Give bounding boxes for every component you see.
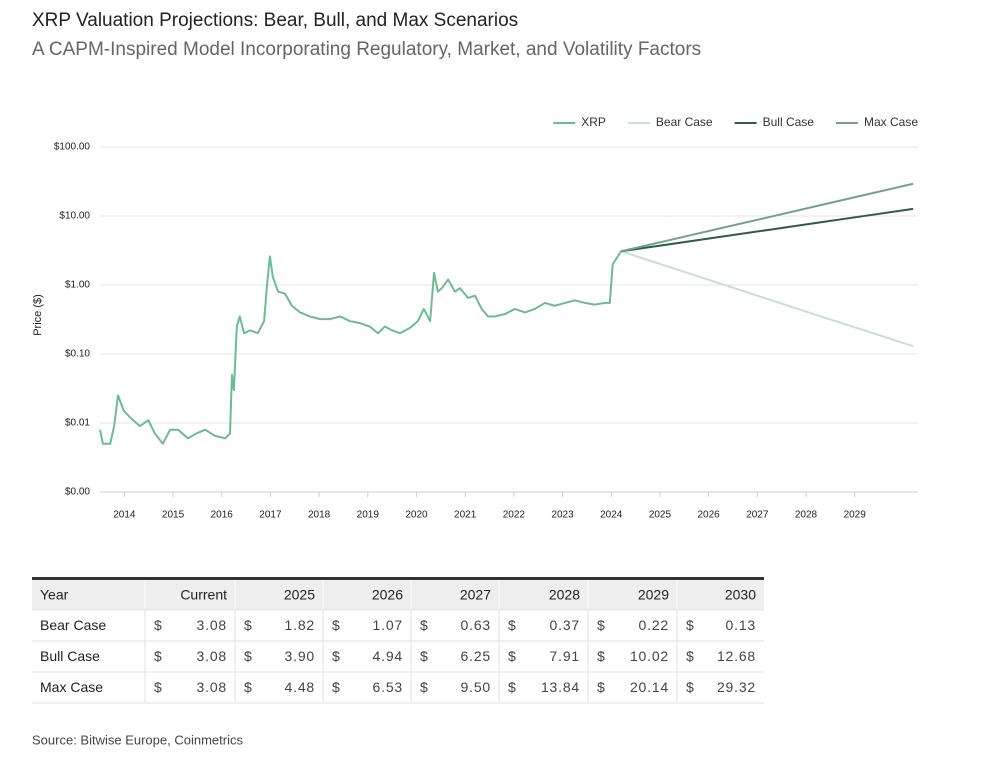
table-cell: 0.22 (639, 617, 669, 633)
x-tick-label: 2017 (259, 510, 282, 521)
table-currency: $ (686, 648, 694, 664)
series-line (99, 250, 622, 445)
y-tick-label: $1.00 (65, 280, 90, 291)
table-currency: $ (244, 648, 252, 664)
x-tick-label: 2014 (113, 510, 136, 521)
table-currency: $ (597, 679, 605, 695)
y-tick-label: $10.00 (59, 211, 90, 222)
table-cell: 6.25 (461, 648, 491, 664)
table-header: 2025 (284, 587, 315, 603)
table-row-label: Bear Case (40, 617, 106, 633)
table-cell: 1.07 (373, 617, 403, 633)
table-currency: $ (597, 648, 605, 664)
table-row-label: Max Case (40, 679, 103, 695)
table-header: 2029 (638, 587, 669, 603)
y-tick-label: $0.00 (65, 487, 90, 498)
table-currency: $ (332, 648, 340, 664)
table-cell: 4.48 (285, 679, 315, 695)
table-cell: 12.68 (717, 648, 756, 664)
legend-label: XRP (581, 115, 606, 129)
table-cell: 0.37 (550, 617, 580, 633)
x-tick-label: 2020 (405, 510, 428, 521)
table-currency: $ (508, 617, 516, 633)
table-currency: $ (154, 679, 162, 695)
x-tick-label: 2019 (357, 510, 380, 521)
table-currency: $ (420, 648, 428, 664)
table-currency: $ (332, 617, 340, 633)
table-currency: $ (686, 679, 694, 695)
x-tick-label: 2026 (698, 510, 721, 521)
table-currency: $ (244, 617, 252, 633)
table-currency: $ (597, 617, 605, 633)
x-tick-label: 2027 (746, 510, 769, 521)
y-tick-label: $0.01 (65, 418, 90, 429)
table-currency: $ (508, 679, 516, 695)
table-cell: 29.32 (717, 679, 756, 695)
x-tick-label: 2021 (454, 510, 477, 521)
title: XRP Valuation Projections: Bear, Bull, a… (32, 10, 518, 31)
x-tick-label: 2018 (308, 510, 331, 521)
x-tick-label: 2029 (844, 510, 867, 521)
table-cell: 0.63 (461, 617, 491, 633)
table-header: Year (40, 587, 69, 603)
table-cell: 9.50 (461, 679, 491, 695)
table-cell: 3.08 (197, 648, 227, 664)
table-currency: $ (332, 679, 340, 695)
x-tick-label: 2022 (503, 510, 526, 521)
table-currency: $ (686, 617, 694, 633)
x-tick-label: 2016 (211, 510, 234, 521)
x-tick-label: 2024 (600, 510, 623, 521)
table-currency: $ (508, 648, 516, 664)
table-cell: 10.02 (630, 648, 669, 664)
y-tick-label: $0.10 (65, 349, 90, 360)
x-tick-label: 2015 (162, 510, 185, 521)
table-header: 2028 (549, 587, 580, 603)
table-currency: $ (420, 679, 428, 695)
table-cell: 13.84 (541, 679, 580, 695)
table-header: 2030 (725, 587, 756, 603)
table-cell: 4.94 (373, 648, 403, 664)
legend-label: Bear Case (656, 115, 713, 129)
table-currency: $ (420, 617, 428, 633)
table-row-label: Bull Case (40, 648, 100, 664)
table-cell: 1.82 (285, 617, 315, 633)
x-tick-label: 2028 (795, 510, 818, 521)
series-line (620, 250, 914, 348)
series-line (620, 207, 914, 253)
table-currency: $ (154, 648, 162, 664)
table-header: 2027 (460, 587, 491, 603)
subtitle: A CAPM-Inspired Model Incorporating Regu… (32, 39, 701, 60)
table-header-bg (32, 580, 764, 610)
table-cell: 6.53 (373, 679, 403, 695)
table-header: Current (180, 587, 227, 603)
table-header: 2026 (372, 587, 403, 603)
table-currency: $ (244, 679, 252, 695)
legend-label: Bull Case (763, 115, 815, 129)
table-currency: $ (154, 617, 162, 633)
y-axis-label: Price ($) (32, 294, 44, 336)
y-tick-label: $100.00 (54, 142, 91, 153)
series-line (620, 182, 914, 253)
table-cell: 7.91 (550, 648, 580, 664)
table-cell: 3.08 (197, 617, 227, 633)
x-tick-label: 2025 (649, 510, 672, 521)
legend-label: Max Case (864, 115, 918, 129)
table-cell: 3.08 (197, 679, 227, 695)
source: Source: Bitwise Europe, Coinmetrics (32, 732, 243, 747)
table-cell: 20.14 (630, 679, 669, 695)
table-cell: 3.90 (285, 648, 315, 664)
x-tick-label: 2023 (551, 510, 574, 521)
table-cell: 0.13 (726, 617, 756, 633)
